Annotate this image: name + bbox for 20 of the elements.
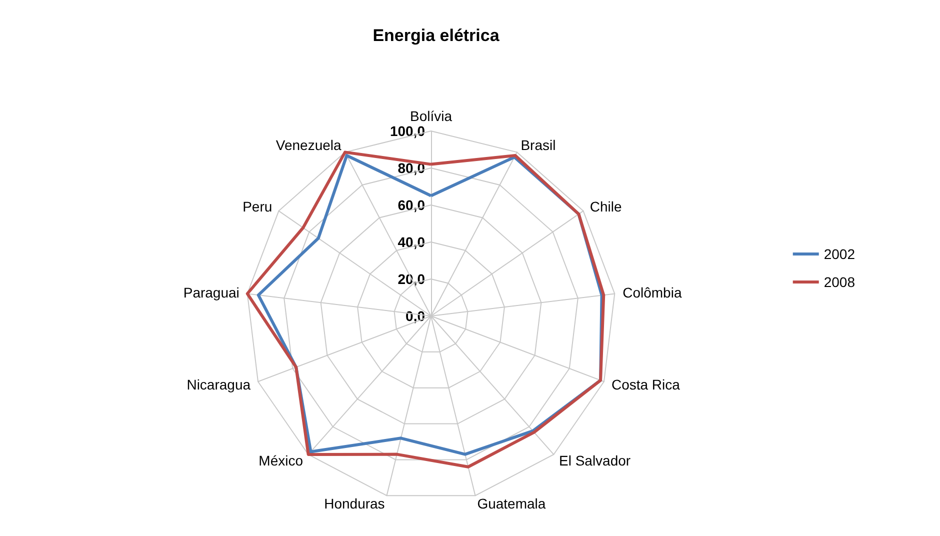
spoke-label: México [258,452,304,468]
spoke-label: Brasil [520,137,556,154]
y-tick-label: 60,0 [398,197,426,213]
legend-label: 2002 [824,246,856,262]
spoke-label: Costa Rica [611,376,680,392]
y-tick-label: 80,0 [398,160,426,176]
chart-title: Energia elétrica [372,26,500,45]
y-tick-label: 100,0 [390,123,426,139]
spoke-label: Venezuela [276,137,342,154]
legend-label: 2008 [824,274,856,290]
spoke-label: Guatemala [477,495,546,512]
y-tick-label: 40,0 [398,234,426,250]
spoke-label: Colômbia [622,284,682,301]
spoke-label: Honduras [324,495,385,512]
spoke-label: Paraguai [183,284,240,301]
spoke-label: El Salvador [558,452,631,468]
spoke-label: Peru [242,198,272,214]
spoke-label: Nicaragua [186,376,251,392]
spoke-label: Bolívia [410,108,452,124]
spoke-label: Chile [590,198,622,214]
